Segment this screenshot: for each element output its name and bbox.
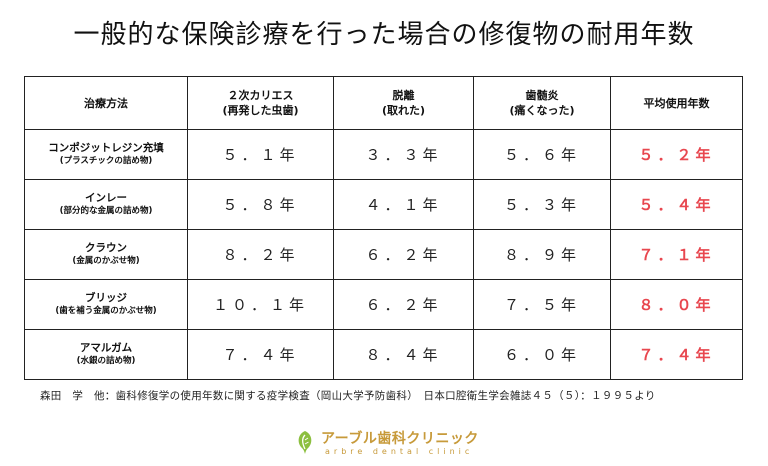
treatment-name: アマルガム bbox=[79, 342, 133, 354]
pulpitis-years: ６．０年 bbox=[473, 329, 611, 380]
header-label: 平均使用年数 bbox=[643, 96, 710, 110]
treatment-cell: ブリッジ (歯を補う金属のかぶせ物) bbox=[24, 279, 188, 330]
treatment-description: (歯を補う金属のかぶせ物) bbox=[55, 306, 157, 316]
table-row: アマルガム (水銀の詰め物) ７．４年 ８．４年 ６．０年 ７．４年 bbox=[24, 329, 743, 380]
treatment-name: クラウン bbox=[85, 242, 127, 254]
table-header-row: 治療方法 ２次カリエス (再発した虫歯) 脱離 (取れた) 歯髄炎 (痛くなった… bbox=[24, 76, 743, 130]
header-sublabel: (取れた) bbox=[381, 104, 426, 117]
caries-years: ８．２年 bbox=[187, 229, 334, 280]
average-years: ８．０年 bbox=[610, 279, 743, 330]
caries-years: ７．４年 bbox=[187, 329, 334, 380]
treatment-description: (金属のかぶせ物) bbox=[72, 256, 140, 266]
header-average-years: 平均使用年数 bbox=[610, 76, 743, 130]
treatment-cell: コンポジットレジン充填 (プラスチックの詰め物) bbox=[24, 129, 188, 180]
treatment-name: インレー bbox=[85, 192, 127, 204]
caries-years: １０．１年 bbox=[187, 279, 334, 330]
table-row: インレー (部分的な金属の詰め物) ５．８年 ４．１年 ５．３年 ５．４年 bbox=[24, 179, 743, 230]
caries-years: ５．８年 bbox=[187, 179, 334, 230]
treatment-description: (水銀の詰め物) bbox=[76, 356, 136, 366]
treatment-cell: クラウン (金属のかぶせ物) bbox=[24, 229, 188, 280]
detachment-years: ３．３年 bbox=[333, 129, 474, 180]
detachment-years: ４．１年 bbox=[333, 179, 474, 230]
average-years: ７．１年 bbox=[610, 229, 743, 280]
treatment-name: ブリッジ bbox=[85, 292, 127, 304]
caries-years: ５．１年 bbox=[187, 129, 334, 180]
pulpitis-years: ５．６年 bbox=[473, 129, 611, 180]
detachment-years: ６．２年 bbox=[333, 279, 474, 330]
treatment-description: (部分的な金属の詰め物) bbox=[59, 206, 153, 216]
average-years: ５．４年 bbox=[610, 179, 743, 230]
treatment-description: (プラスチックの詰め物) bbox=[59, 156, 153, 166]
header-label: 歯髄炎 bbox=[525, 89, 559, 102]
header-pulpitis: 歯髄炎 (痛くなった) bbox=[473, 76, 611, 130]
detachment-years: ６．２年 bbox=[333, 229, 474, 280]
header-label: 治療方法 bbox=[84, 96, 128, 110]
treatment-cell: アマルガム (水銀の詰め物) bbox=[24, 329, 188, 380]
table-row: クラウン (金属のかぶせ物) ８．２年 ６．２年 ８．９年 ７．１年 bbox=[24, 229, 743, 280]
durability-table-container: 治療方法 ２次カリエス (再発した虫歯) 脱離 (取れた) 歯髄炎 (痛くなった… bbox=[24, 76, 743, 380]
table-row: ブリッジ (歯を補う金属のかぶせ物) １０．１年 ６．２年 ７．５年 ８．０年 bbox=[24, 279, 743, 330]
source-citation: 森田 学 他：歯科修復学の使用年数に関する疫学検査（岡山大学予防歯科） 日本口腔… bbox=[40, 390, 656, 402]
header-label: 脱離 bbox=[392, 89, 415, 102]
table-row: コンポジットレジン充填 (プラスチックの詰め物) ５．１年 ３．３年 ５．６年 … bbox=[24, 129, 743, 180]
pulpitis-years: ７．５年 bbox=[473, 279, 611, 330]
page-title: 一般的な保険診療を行った場合の修復物の耐用年数 bbox=[73, 20, 695, 50]
header-treatment-method: 治療方法 bbox=[24, 76, 188, 130]
average-years: ７．４年 bbox=[610, 329, 743, 380]
header-secondary-caries: ２次カリエス (再発した虫歯) bbox=[187, 76, 334, 130]
clinic-name-roman: arbre dental clinic bbox=[325, 447, 474, 456]
pulpitis-years: ５．３年 bbox=[473, 179, 611, 230]
clinic-logo: アーブル歯科クリニック arbre dental clinic bbox=[293, 426, 483, 462]
clinic-name: アーブル歯科クリニック bbox=[321, 431, 479, 447]
header-sublabel: (再発した虫歯) bbox=[222, 104, 299, 117]
durability-table: 治療方法 ２次カリエス (再発した虫歯) 脱離 (取れた) 歯髄炎 (痛くなった… bbox=[24, 76, 743, 380]
treatment-cell: インレー (部分的な金属の詰め物) bbox=[24, 179, 188, 230]
treatment-name: コンポジットレジン充填 bbox=[48, 142, 164, 154]
tree-leaf-icon bbox=[298, 431, 312, 454]
header-detachment: 脱離 (取れた) bbox=[333, 76, 474, 130]
header-label: ２次カリエス bbox=[227, 89, 294, 102]
pulpitis-years: ８．９年 bbox=[473, 229, 611, 280]
detachment-years: ８．４年 bbox=[333, 329, 474, 380]
header-sublabel: (痛くなった) bbox=[509, 104, 575, 117]
average-years: ５．２年 bbox=[610, 129, 743, 180]
